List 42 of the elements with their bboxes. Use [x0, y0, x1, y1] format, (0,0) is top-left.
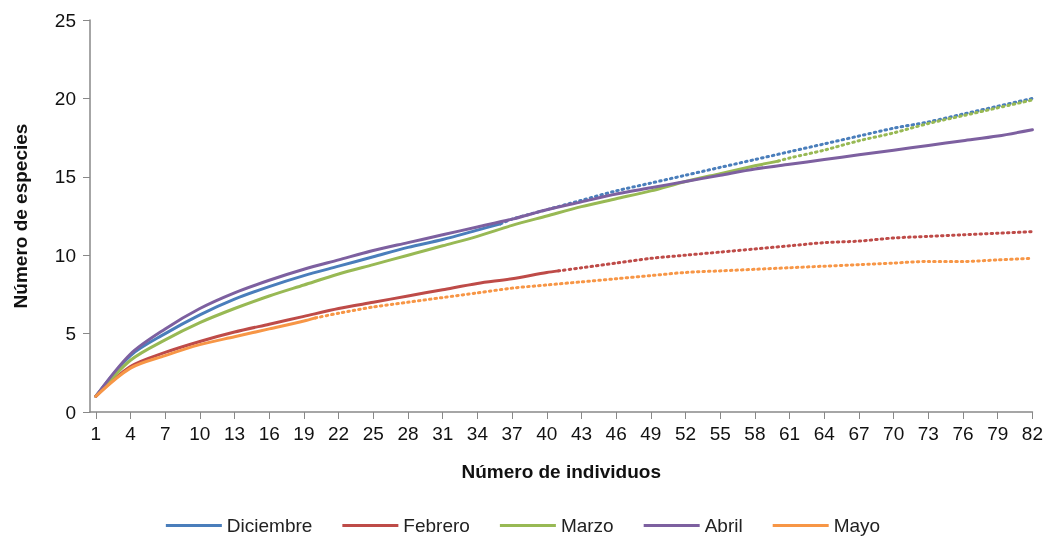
x-tick-label: 16	[258, 423, 280, 444]
x-tick-label: 79	[987, 423, 1009, 444]
line-series	[94, 128, 1034, 398]
x-axis-title: Número de individuos	[461, 461, 661, 482]
x-tick-label: 61	[779, 423, 801, 444]
x-tick-label: 34	[466, 423, 489, 444]
x-tick-label: 64	[813, 423, 836, 444]
x-tick-label: 58	[744, 423, 766, 444]
x-tick-label: 7	[159, 423, 171, 444]
x-tick-label: 43	[570, 423, 593, 444]
x-tick-label: 28	[397, 423, 419, 444]
x-tick-label: 49	[640, 423, 662, 444]
x-tick-label: 10	[189, 423, 211, 444]
legend-label: Febrero	[403, 515, 470, 536]
x-tick-label: 52	[674, 423, 697, 444]
y-tick-label: 15	[54, 166, 76, 188]
x-tick-label: 55	[709, 423, 731, 444]
y-tick-label: 20	[54, 87, 76, 109]
x-tick-label: 19	[293, 423, 315, 444]
x-tick-label: 4	[125, 423, 137, 444]
x-tick-label: 40	[536, 423, 558, 444]
x-tick-label: 82	[1021, 423, 1043, 444]
x-tick-label: 76	[952, 423, 974, 444]
legend-label: Abril	[704, 515, 743, 536]
x-tick-label: 13	[223, 423, 246, 444]
x-tick-label: 67	[848, 423, 870, 444]
x-tick-label: 70	[883, 423, 905, 444]
x-tick-label: 31	[432, 423, 454, 444]
y-tick-label: 5	[65, 323, 76, 345]
y-axis-title: Número de especies	[10, 123, 31, 309]
y-tick-label: 10	[54, 244, 76, 266]
x-tick-label: 25	[362, 423, 384, 444]
legend-label: Diciembre	[226, 515, 313, 536]
x-tick-label: 46	[605, 423, 627, 444]
x-tick-label: 22	[328, 423, 350, 444]
x-tick-label: 1	[90, 423, 102, 444]
legend-label: Marzo	[560, 515, 614, 536]
x-tick-label: 73	[917, 423, 939, 444]
legend-label: Mayo	[833, 515, 881, 536]
y-tick-label: 25	[54, 9, 76, 31]
x-tick-label: 37	[501, 423, 523, 444]
y-tick-label: 0	[65, 401, 76, 423]
